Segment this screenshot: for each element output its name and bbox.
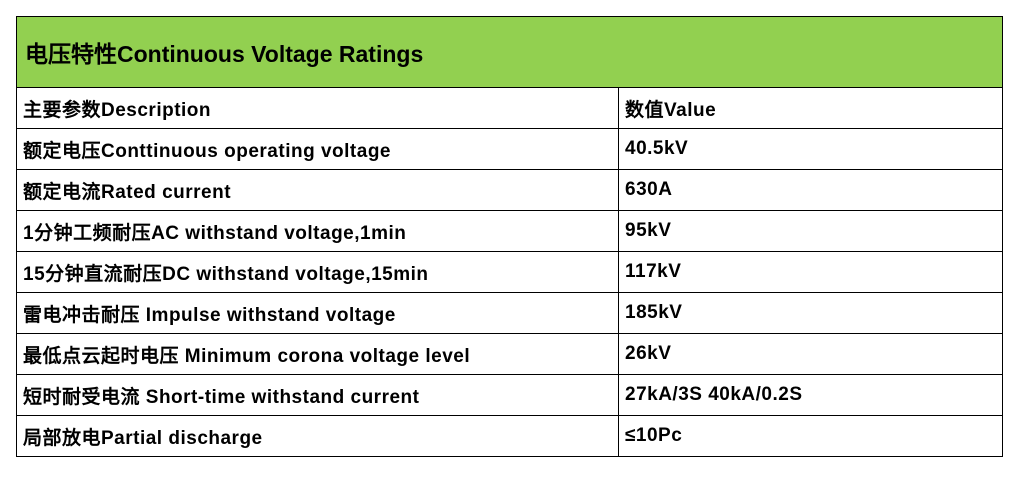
description-cell: 15分钟直流耐压DC withstand voltage,15min (16, 251, 619, 293)
value-cell: ≤10Pc (617, 415, 1004, 457)
header-row: 主要参数Description 数值Value (16, 87, 1004, 129)
data-row: 局部放电Partial discharge ≤10Pc (16, 415, 1004, 457)
data-row: 短时耐受电流 Short-time withstand current 27kA/… (16, 374, 1004, 416)
description-cell: 短时耐受电流 Short-time withstand current (16, 374, 619, 416)
description-cell: 额定电压Conttinuous operating voltage (16, 128, 619, 170)
description-cell: 1分钟工频耐压AC withstand voltage,1min (16, 210, 619, 252)
header-cell: 数值Value (617, 87, 1004, 129)
header-cell: 主要参数Description (16, 87, 619, 129)
description-cell: 最低点云起时电压 Minimum corona voltage level (16, 333, 619, 375)
data-row: 额定电流Rated current 630A (16, 169, 1004, 211)
value-cell: 185kV (617, 292, 1004, 334)
data-row: 最低点云起时电压 Minimum corona voltage level 26k… (16, 333, 1004, 375)
ratings-table: 电压特性Continuous Voltage Ratings 主要参数Descr… (15, 16, 1004, 457)
value-cell: 26kV (617, 333, 1004, 375)
table-body: 电压特性Continuous Voltage Ratings 主要参数Descr… (15, 16, 1004, 457)
data-row: 1分钟工频耐压AC withstand voltage,1min 95kV (16, 210, 1004, 252)
value-cell: 27kA/3S 40kA/0.2S (617, 374, 1004, 416)
value-cell: 630A (617, 169, 1004, 211)
data-row: 15分钟直流耐压DC withstand voltage,15min 117kV (16, 251, 1004, 293)
value-cell: 117kV (617, 251, 1004, 293)
description-cell: 雷电冲击耐压 Impulse withstand voltage (16, 292, 619, 334)
table-title: 电压特性Continuous Voltage Ratings (15, 16, 1004, 88)
data-row: 雷电冲击耐压 Impulse withstand voltage 185kV (16, 292, 1004, 334)
description-cell: 局部放电Partial discharge (16, 415, 619, 457)
description-cell: 额定电流Rated current (16, 169, 619, 211)
table-container: 电压特性Continuous Voltage Ratings 主要参数Descr… (15, 16, 1004, 457)
value-cell: 95kV (617, 210, 1004, 252)
value-cell: 40.5kV (617, 128, 1004, 170)
title-row: 电压特性Continuous Voltage Ratings (15, 16, 1004, 88)
data-row: 额定电压Conttinuous operating voltage 40.5kV (16, 128, 1004, 170)
